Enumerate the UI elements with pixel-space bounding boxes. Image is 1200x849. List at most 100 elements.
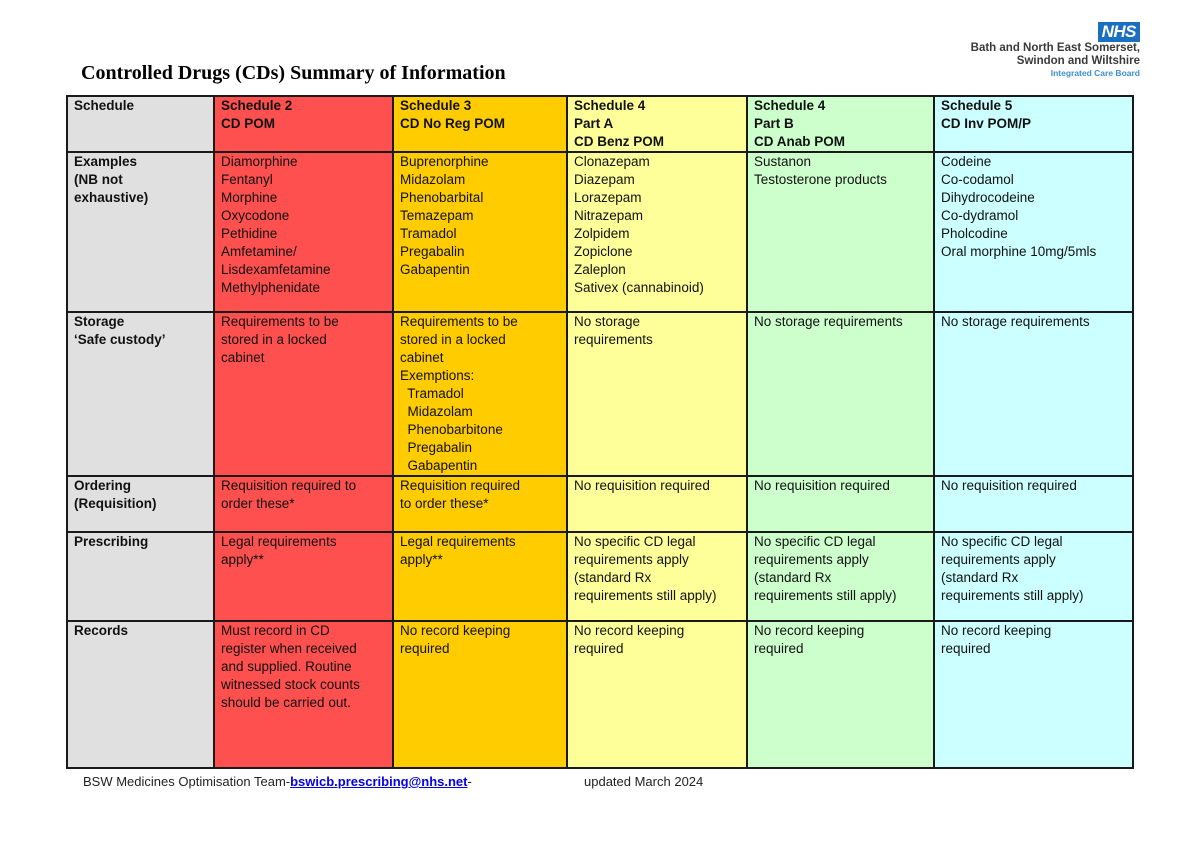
logo-line-2: Swindon and Wiltshire bbox=[1016, 55, 1140, 67]
cell-line: Oxycodone bbox=[221, 208, 290, 223]
cell-line: No record keeping bbox=[400, 623, 511, 638]
nhs-logo: NHS Bath and North East Somerset, Swindo… bbox=[940, 22, 1140, 79]
cell-line: Diamorphine bbox=[221, 154, 298, 169]
cd-summary-table: Schedule Schedule 2 CD POM Schedule 3 CD No … bbox=[66, 95, 1134, 769]
cell-line: No requisition required bbox=[941, 478, 1077, 493]
footer-email-link[interactable]: bswicb.prescribing@nhs.net bbox=[290, 774, 468, 789]
logo-line-1: Bath and North East Somerset, bbox=[970, 42, 1140, 54]
cell-line: Gabapentin bbox=[400, 262, 470, 277]
cell-line: No storage bbox=[574, 314, 641, 329]
nhs-badge: NHS bbox=[1097, 22, 1140, 42]
cell-line: required bbox=[754, 641, 804, 656]
table-row: Records Must record in CD register when re… bbox=[66, 620, 1134, 769]
cell-line: CD Inv POM/P bbox=[941, 116, 1032, 131]
cell-line: and supplied. Routine bbox=[221, 659, 352, 674]
cell-line: Pethidine bbox=[221, 226, 278, 241]
cell-line: Buprenorphine bbox=[400, 154, 489, 169]
cell-line: Requirements to be bbox=[400, 314, 518, 329]
table-cell: Requirements to be stored in a locked cabi… bbox=[213, 311, 394, 477]
row-label-cell: Prescribing bbox=[66, 531, 215, 622]
cell-line: Pregabalin bbox=[400, 440, 473, 455]
cell-line: Requirements to be bbox=[221, 314, 339, 329]
cell-line: Codeine bbox=[941, 154, 992, 169]
cell-line: Storage bbox=[74, 314, 125, 329]
cell-line: Requisition required bbox=[400, 478, 521, 493]
cell-line: No storage requirements bbox=[754, 314, 903, 329]
cell-line: ‘Safe custody’ bbox=[74, 332, 166, 347]
cell-line: Zopiclone bbox=[574, 244, 633, 259]
cell-line: apply** bbox=[221, 552, 264, 567]
cell-line: No storage requirements bbox=[941, 314, 1090, 329]
table-cell: No specific CD legal requirements apply (s… bbox=[746, 531, 935, 622]
cell-line: No requisition required bbox=[574, 478, 710, 493]
table-cell: Must record in CD register when received a… bbox=[213, 620, 394, 769]
cell-line: Diazepam bbox=[574, 172, 635, 187]
cell-line: Nitrazepam bbox=[574, 208, 644, 223]
cell-line: CD POM bbox=[221, 116, 275, 131]
cell-line: required bbox=[400, 641, 450, 656]
cell-line: (Requisition) bbox=[74, 496, 157, 511]
cell-line: Co-codamol bbox=[941, 172, 1014, 187]
table-cell: No requisition required bbox=[933, 475, 1134, 533]
table-cell: Requirements to be stored in a locked cabi… bbox=[392, 311, 568, 477]
cell-line: stored in a locked bbox=[221, 332, 327, 347]
cell-line: Legal requirements bbox=[400, 534, 516, 549]
table-row: Ordering (Requisition) Requisition require… bbox=[66, 475, 1134, 533]
cell-line: cabinet bbox=[400, 350, 444, 365]
cell-line: Schedule 4 bbox=[574, 98, 646, 113]
cell-line: Requisition required to bbox=[221, 478, 357, 493]
cell-line: exhaustive) bbox=[74, 190, 149, 205]
table-cell: No record keeping required bbox=[392, 620, 568, 769]
table-cell: No specific CD legal requirements apply (s… bbox=[566, 531, 748, 622]
cell-line: should be carried out. bbox=[221, 695, 351, 710]
cell-line: requirements bbox=[574, 332, 653, 347]
cell-line: Clonazepam bbox=[574, 154, 650, 169]
cell-line: requirements apply bbox=[574, 552, 689, 567]
table-row: Storage ‘Safe custody’ Requirements to be s… bbox=[66, 311, 1134, 477]
table-cell: Requisition required to order these* bbox=[392, 475, 568, 533]
cell-line: (standard Rx bbox=[574, 570, 652, 585]
cell-line: Records bbox=[74, 623, 129, 638]
cell-line: Ordering bbox=[74, 478, 132, 493]
cell-line: Examples bbox=[74, 154, 138, 169]
cell-line: cabinet bbox=[221, 350, 265, 365]
header-cell-1: Schedule 2 CD POM bbox=[213, 95, 394, 153]
cell-line: Pregabalin bbox=[400, 244, 465, 259]
logo-subtitle: Integrated Care Board bbox=[1050, 68, 1140, 78]
cell-line: Phenobarbitone bbox=[400, 422, 503, 437]
cell-line: Exemptions: bbox=[400, 368, 475, 383]
cell-line: Must record in CD bbox=[221, 623, 330, 638]
table-cell: No requisition required bbox=[566, 475, 748, 533]
footer-team: BSW Medicines Optimisation Team-bswicb.p… bbox=[83, 774, 472, 789]
header-cell-5: Schedule 5 CD Inv POM/P bbox=[933, 95, 1134, 153]
table-row: Prescribing Legal requirements apply** Lega… bbox=[66, 531, 1134, 622]
row-label-cell: Ordering (Requisition) bbox=[66, 475, 215, 533]
cell-line: Sustanon bbox=[754, 154, 812, 169]
cell-line: Schedule 5 bbox=[941, 98, 1013, 113]
cell-line: requirements still apply) bbox=[754, 588, 897, 603]
header-cell-2: Schedule 3 CD No Reg POM bbox=[392, 95, 568, 153]
cell-line: requirements apply bbox=[941, 552, 1056, 567]
header-cell-3: Schedule 4 Part A CD Benz POM bbox=[566, 95, 748, 153]
cell-line: Zaleplon bbox=[574, 262, 626, 277]
cell-line: Morphine bbox=[221, 190, 278, 205]
cell-line: Co-dydramol bbox=[941, 208, 1019, 223]
cell-line: witnessed stock counts bbox=[221, 677, 360, 692]
cell-line: No record keeping bbox=[574, 623, 685, 638]
cell-line: Prescribing bbox=[74, 534, 149, 549]
cell-line: No specific CD legal bbox=[574, 534, 696, 549]
cell-line: Methylphenidate bbox=[221, 280, 321, 295]
row-label-cell: Storage ‘Safe custody’ bbox=[66, 311, 215, 477]
cell-line: Phenobarbital bbox=[400, 190, 484, 205]
cell-line: requirements still apply) bbox=[941, 588, 1084, 603]
cell-line: No specific CD legal bbox=[754, 534, 876, 549]
cell-line: (NB not bbox=[74, 172, 123, 187]
cell-line: Gabapentin bbox=[400, 458, 478, 473]
cell-line: required bbox=[941, 641, 991, 656]
cell-line: CD No Reg POM bbox=[400, 116, 506, 131]
table-cell: Legal requirements apply** bbox=[213, 531, 394, 622]
cell-line: Midazolam bbox=[400, 404, 473, 419]
cell-line: Testosterone products bbox=[754, 172, 887, 187]
table-cell: No storage requirements bbox=[933, 311, 1134, 477]
row-label-cell: Records bbox=[66, 620, 215, 769]
